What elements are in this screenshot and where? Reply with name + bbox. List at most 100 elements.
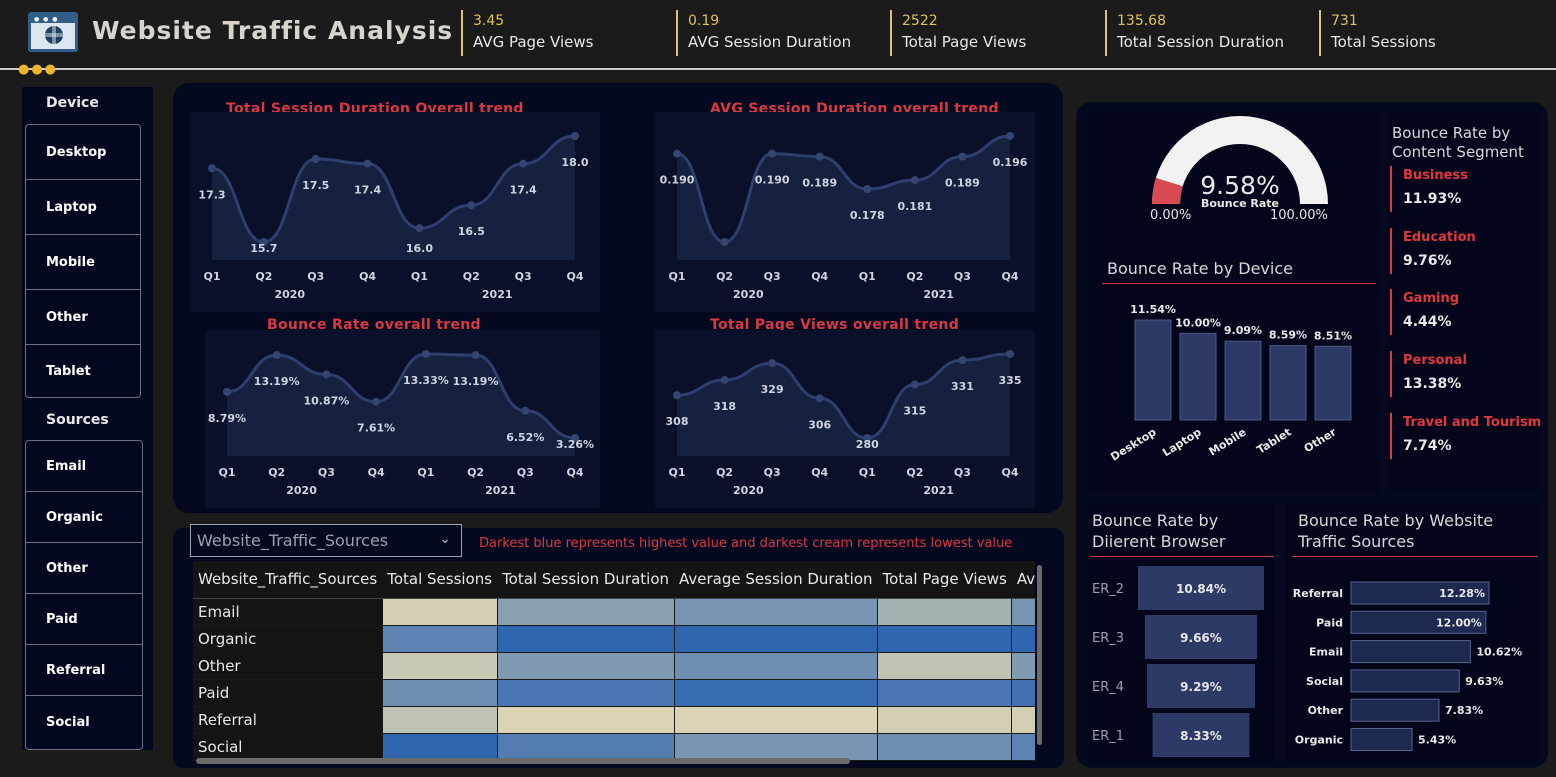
heat-cell bbox=[382, 733, 498, 761]
gauge-label: Bounce Rate bbox=[1201, 197, 1279, 210]
data-label: 315 bbox=[903, 405, 926, 418]
title-divider bbox=[1102, 283, 1376, 284]
heat-cell bbox=[497, 679, 675, 707]
chart-title: Bounce Rate by Diierent Browser bbox=[1092, 511, 1226, 551]
data-label: 18.0 bbox=[561, 156, 588, 169]
data-label: 3.26% bbox=[556, 438, 594, 451]
heat-cell bbox=[674, 733, 879, 761]
slicer-item-social[interactable]: Social bbox=[46, 715, 90, 730]
row-label: Email bbox=[193, 598, 383, 626]
slicer-item-organic[interactable]: Organic bbox=[26, 492, 142, 543]
year-group-label: 2021 bbox=[482, 288, 513, 301]
data-label: 16.5 bbox=[458, 225, 485, 238]
heat-cell bbox=[877, 652, 1013, 680]
slicer-item-other[interactable]: Other bbox=[26, 543, 142, 594]
data-point bbox=[372, 397, 381, 406]
x-tick-label: Q1 bbox=[668, 270, 685, 283]
slicer-item-paid[interactable]: Paid bbox=[26, 594, 142, 645]
gauge-max-label: 100.00% bbox=[1270, 208, 1328, 223]
horizontal-scrollbar[interactable] bbox=[196, 758, 850, 764]
table-row[interactable]: Paid bbox=[193, 679, 1035, 707]
bounce-rate-gauge: 9.58%Bounce Rate bbox=[1152, 116, 1328, 210]
slicer-item-laptop[interactable]: Laptop bbox=[26, 180, 140, 235]
slicer-item-desktop[interactable]: Desktop bbox=[26, 125, 140, 180]
data-point bbox=[571, 434, 579, 442]
bounce-rate-by-source-chart: Referral 12.28% Paid 12.00% Email 10.62% Socia… bbox=[1293, 581, 1522, 751]
slicer-item-tablet[interactable]: Tablet bbox=[46, 363, 91, 379]
gauge-track bbox=[1152, 116, 1328, 204]
data-point bbox=[1006, 132, 1014, 140]
row-label: Social bbox=[193, 733, 383, 761]
column-header[interactable]: Total Session Duration bbox=[497, 561, 675, 599]
row-label: Organic bbox=[193, 625, 383, 653]
year-group-label: 2020 bbox=[733, 288, 764, 301]
category-label: Other bbox=[1302, 425, 1339, 455]
title-divider bbox=[1292, 556, 1538, 557]
table-row[interactable]: Referral bbox=[193, 706, 1035, 734]
data-point bbox=[720, 375, 729, 384]
category-label: Other bbox=[1308, 704, 1344, 717]
data-label: 15.7 bbox=[250, 242, 277, 255]
browser-bar bbox=[1144, 615, 1258, 659]
category-label: Email bbox=[1309, 646, 1343, 659]
table-row[interactable]: Social bbox=[193, 733, 1035, 761]
series-area bbox=[677, 354, 1010, 456]
column-header[interactable]: Average Session Duration bbox=[674, 561, 878, 599]
data-point bbox=[673, 149, 681, 158]
slicer-item-other[interactable]: Other bbox=[26, 290, 140, 345]
data-point bbox=[322, 370, 331, 379]
slicer-item-email[interactable]: Email bbox=[26, 441, 142, 492]
table-row[interactable]: Other bbox=[193, 652, 1035, 680]
category-label: Social bbox=[1306, 675, 1343, 688]
x-tick-label: Q1 bbox=[203, 270, 220, 283]
column-header[interactable]: Website_Traffic_Sources bbox=[193, 561, 383, 599]
series-area bbox=[677, 136, 1010, 260]
heat-cell bbox=[497, 733, 675, 761]
kpi-value: 2522 bbox=[902, 13, 938, 29]
heat-cell bbox=[674, 625, 879, 653]
slicer-item-referral[interactable]: Referral bbox=[26, 645, 142, 696]
page-title: Website Traffic Analysis bbox=[92, 16, 454, 45]
vertical-scrollbar[interactable] bbox=[1037, 565, 1042, 745]
data-label: 10.84% bbox=[1176, 582, 1226, 596]
kpi-total-page-views: 2522 Total Page Views bbox=[890, 10, 1026, 56]
traffic-source-dropdown[interactable]: Website_Traffic_Sources ⌄ bbox=[190, 524, 462, 557]
segment-item-education: Education 9.76% bbox=[1390, 228, 1476, 274]
chart-title: Bounce Rate overall trend bbox=[267, 317, 481, 333]
data-point bbox=[958, 356, 967, 365]
data-label: 10.62% bbox=[1476, 646, 1522, 659]
data-point bbox=[768, 149, 777, 158]
color-legend-note: Darkest blue represents highest value an… bbox=[479, 536, 1013, 551]
total-session-duration-trend-chart: 17.3 Q1 15.7 Q2 17.5 Q3 17.4 Q4 16.0 Q1 16.5 Q2 17.4… bbox=[190, 112, 600, 312]
heat-cell bbox=[877, 706, 1013, 734]
data-label: 16.0 bbox=[406, 242, 433, 255]
data-point bbox=[421, 350, 430, 358]
device-slicer-title: Device bbox=[46, 95, 99, 111]
column-header[interactable]: Total Sessions bbox=[382, 561, 498, 599]
x-tick-label: Q2 bbox=[255, 270, 272, 283]
row-label: Referral bbox=[193, 706, 383, 734]
column-header[interactable]: Average Pa bbox=[1011, 561, 1035, 599]
heat-cell bbox=[382, 706, 498, 734]
title-divider bbox=[1090, 556, 1274, 557]
column-header[interactable]: Total Page Views bbox=[877, 561, 1012, 599]
x-tick-label: Q4 bbox=[566, 270, 583, 283]
row-label: Paid bbox=[193, 679, 383, 707]
category-label: ER_1 bbox=[1092, 729, 1124, 744]
slicer-item-mobile[interactable]: Mobile bbox=[26, 235, 140, 290]
data-label: 5.43% bbox=[1418, 734, 1456, 747]
heat-cell bbox=[382, 598, 498, 626]
x-tick-label: Q3 bbox=[954, 466, 971, 479]
table-row[interactable]: Organic bbox=[193, 625, 1035, 653]
data-label: 6.52% bbox=[506, 431, 544, 444]
x-tick-label: Q4 bbox=[566, 466, 583, 479]
year-group-label: 2021 bbox=[923, 288, 954, 301]
heat-cell bbox=[1011, 598, 1035, 626]
table-row[interactable]: Email bbox=[193, 598, 1035, 626]
users-icon: ●●● bbox=[18, 62, 59, 77]
total-page-views-trend-chart: 308 Q1 318 Q2 329 Q3 306 Q4 280 Q1 315 Q2 331 Q3 335 Q4… bbox=[655, 330, 1035, 508]
data-point bbox=[519, 159, 528, 168]
x-tick-label: Q1 bbox=[411, 270, 428, 283]
data-point bbox=[272, 351, 281, 360]
x-tick-label: Q4 bbox=[1001, 270, 1018, 283]
